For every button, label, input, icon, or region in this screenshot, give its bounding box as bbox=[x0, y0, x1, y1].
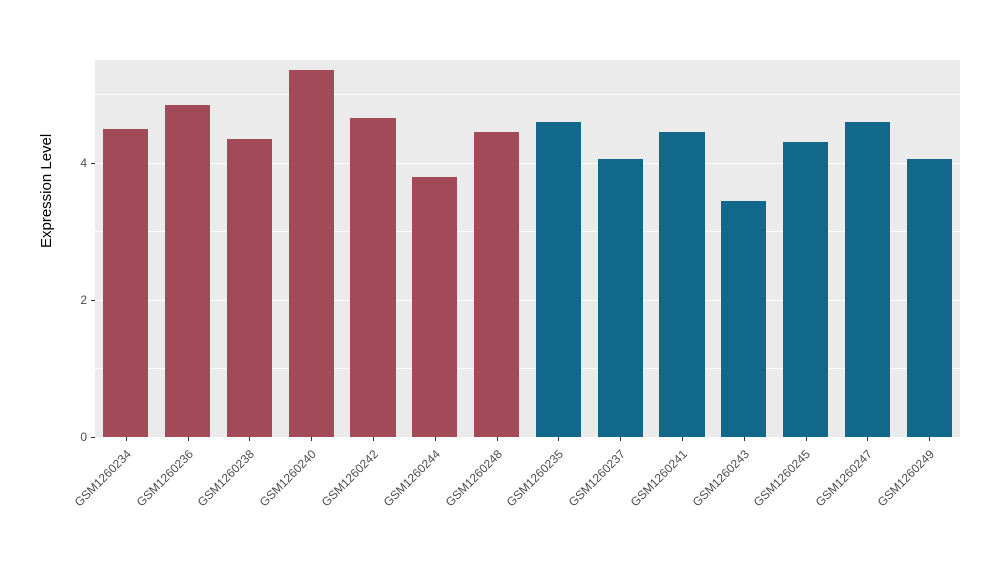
y-tick-mark bbox=[91, 437, 95, 438]
bar-GSM1260244 bbox=[412, 176, 458, 437]
bar-GSM1260236 bbox=[165, 104, 211, 437]
bar-GSM1260247 bbox=[844, 121, 890, 437]
x-tick-mark bbox=[311, 437, 313, 441]
y-axis-title: Expression Level bbox=[38, 133, 55, 248]
bar-GSM1260245 bbox=[782, 142, 829, 437]
x-tick-label: GSM1260237 bbox=[565, 447, 629, 510]
x-tick-mark bbox=[373, 437, 375, 441]
y-tick-mark bbox=[91, 299, 95, 301]
x-tick-mark bbox=[558, 437, 560, 441]
x-tick-mark bbox=[620, 437, 622, 441]
x-tick-label: GSM1260243 bbox=[689, 447, 752, 510]
x-tick-mark bbox=[434, 437, 436, 441]
x-tick-label: GSM1260248 bbox=[442, 447, 505, 510]
y-tick-label: 0 bbox=[80, 430, 87, 444]
x-tick-label: GSM1260242 bbox=[318, 447, 381, 510]
x-tick-mark bbox=[743, 437, 745, 441]
x-tick-label: GSM1260234 bbox=[71, 447, 134, 510]
gridline-major bbox=[95, 437, 960, 439]
bar-GSM1260243 bbox=[721, 200, 767, 437]
x-tick-label: GSM1260245 bbox=[751, 447, 814, 510]
bar-GSM1260242 bbox=[350, 118, 396, 437]
x-tick-mark bbox=[496, 437, 498, 441]
x-tick-mark bbox=[867, 437, 869, 441]
x-tick-label: GSM1260241 bbox=[627, 447, 690, 510]
gridline-major bbox=[95, 299, 960, 302]
x-tick-mark bbox=[125, 437, 127, 441]
gridline-minor bbox=[95, 94, 960, 95]
bar-GSM1260241 bbox=[659, 131, 705, 437]
y-tick-mark bbox=[91, 162, 95, 164]
y-tick-label: 2 bbox=[80, 292, 87, 307]
x-tick-label: GSM1260249 bbox=[874, 447, 938, 510]
bar-GSM1260240 bbox=[288, 70, 334, 437]
plot-panel bbox=[95, 60, 960, 439]
bar-GSM1260234 bbox=[103, 128, 149, 437]
x-tick-mark bbox=[249, 437, 251, 441]
gridline-minor bbox=[95, 231, 960, 232]
x-tick-label: GSM1260236 bbox=[133, 447, 196, 510]
gridline-major bbox=[95, 162, 960, 164]
x-tick-label: GSM1260240 bbox=[256, 447, 320, 510]
bar-GSM1260249 bbox=[906, 159, 952, 437]
x-tick-mark bbox=[929, 437, 931, 441]
x-tick-label: GSM1260235 bbox=[504, 447, 567, 510]
x-tick-label: GSM1260244 bbox=[380, 447, 443, 510]
bar-GSM1260248 bbox=[474, 131, 520, 437]
x-tick-mark bbox=[187, 437, 189, 441]
bar-GSM1260238 bbox=[226, 138, 272, 437]
x-tick-mark bbox=[681, 437, 683, 441]
bar-GSM1260235 bbox=[535, 121, 581, 437]
x-tick-label: GSM1260247 bbox=[812, 447, 876, 510]
gridline-minor bbox=[95, 368, 960, 370]
y-tick-label: 4 bbox=[80, 155, 87, 170]
bar-GSM1260237 bbox=[597, 159, 643, 437]
x-tick-label: GSM1260238 bbox=[195, 447, 258, 510]
x-tick-mark bbox=[805, 437, 807, 441]
